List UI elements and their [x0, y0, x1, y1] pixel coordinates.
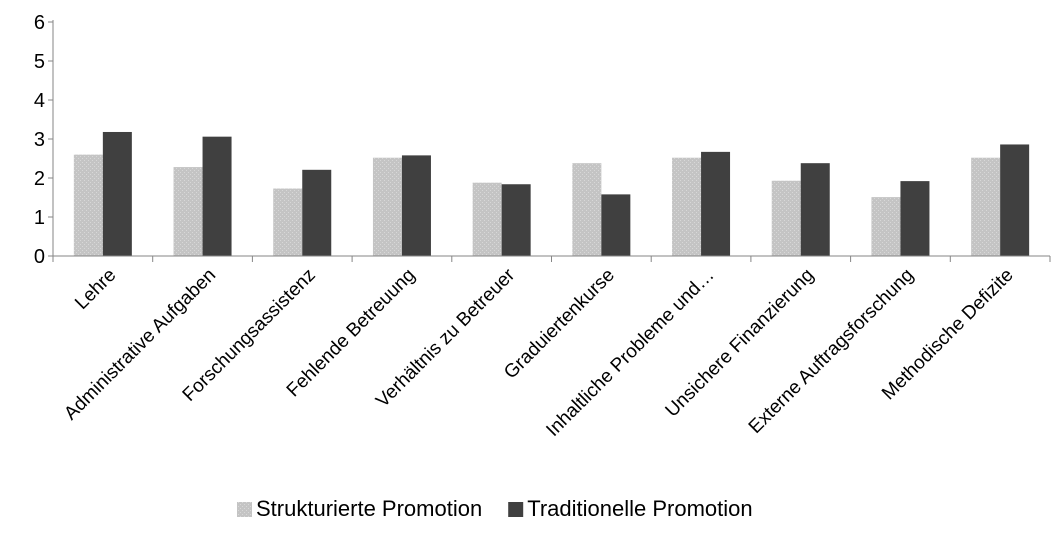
bar-traditionelle-promotion — [1000, 144, 1030, 256]
bars — [73, 131, 1030, 256]
bar-strukturierte-promotion — [971, 157, 1001, 256]
bar-traditionelle-promotion — [501, 184, 531, 256]
bar-strukturierte-promotion — [472, 182, 502, 256]
y-tick-label: 5 — [34, 51, 45, 73]
bar-strukturierte-promotion — [672, 157, 702, 256]
bar-traditionelle-promotion — [800, 163, 830, 256]
legend-label: Traditionelle Promotion — [527, 496, 752, 521]
x-category-label: Lehre — [71, 265, 120, 314]
bar-traditionelle-promotion — [102, 131, 132, 256]
y-tick-label: 4 — [34, 90, 45, 112]
y-tick-label: 3 — [34, 129, 45, 151]
bar-traditionelle-promotion — [401, 155, 431, 256]
bar-strukturierte-promotion — [771, 180, 801, 256]
y-tick-label: 0 — [34, 246, 45, 268]
bar-strukturierte-promotion — [871, 197, 901, 256]
legend-swatch-traditionelle — [508, 502, 524, 517]
y-tick-label: 2 — [34, 168, 45, 190]
bar-traditionelle-promotion — [900, 181, 930, 256]
bar-strukturierte-promotion — [372, 157, 402, 256]
axes — [52, 20, 1051, 262]
x-category-label: Graduiertenkurse — [500, 265, 619, 384]
y-axis-ticks: 0 1 2 3 4 5 6 — [34, 12, 53, 268]
bar-traditionelle-promotion — [601, 194, 631, 256]
legend-label: Strukturierte Promotion — [256, 496, 482, 521]
bar-strukturierte-promotion — [173, 167, 203, 256]
bar-traditionelle-promotion — [302, 169, 332, 256]
bar-traditionelle-promotion — [701, 151, 731, 256]
x-category-label: Inhaltliche Probleme und… — [542, 265, 718, 441]
y-tick-label: 1 — [34, 207, 45, 229]
bar-strukturierte-promotion — [273, 188, 303, 256]
x-category-label: Externe Auftragsforschung — [745, 265, 918, 438]
legend-swatch-strukturierte — [237, 502, 252, 517]
bar-strukturierte-promotion — [572, 163, 602, 256]
bar-traditionelle-promotion — [202, 136, 232, 256]
y-tick-label: 6 — [34, 12, 45, 34]
bar-strukturierte-promotion — [73, 154, 103, 256]
legend: Strukturierte Promotion Traditionelle Pro… — [237, 496, 753, 521]
